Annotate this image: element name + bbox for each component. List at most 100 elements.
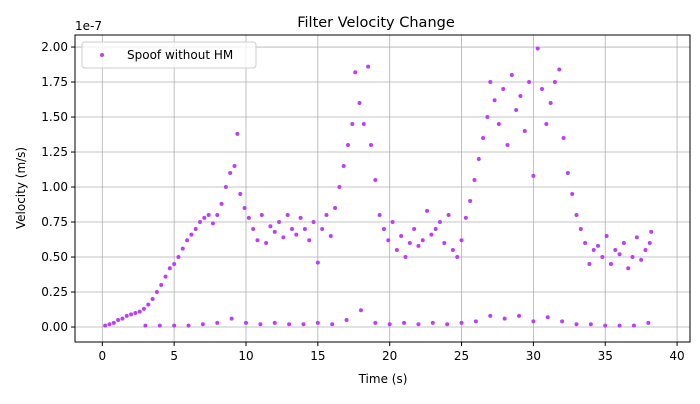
y-tick-label: 1.50 xyxy=(41,110,68,124)
point xyxy=(219,201,224,206)
point xyxy=(574,213,579,218)
point xyxy=(238,192,243,197)
point xyxy=(215,320,220,325)
point xyxy=(643,248,648,253)
point xyxy=(251,227,256,232)
point xyxy=(560,319,565,324)
point xyxy=(412,227,417,232)
point xyxy=(387,322,392,327)
point xyxy=(185,238,190,243)
point xyxy=(381,227,386,232)
point xyxy=(172,262,177,267)
point xyxy=(390,220,395,225)
point xyxy=(588,322,593,327)
point xyxy=(193,227,198,232)
point xyxy=(366,64,371,69)
point xyxy=(455,255,460,260)
point xyxy=(437,220,442,225)
point xyxy=(509,73,514,78)
point xyxy=(116,318,121,323)
point xyxy=(333,206,338,211)
point xyxy=(557,67,562,72)
point xyxy=(176,255,181,260)
point xyxy=(315,320,320,325)
point xyxy=(459,320,464,325)
point xyxy=(210,221,215,226)
point xyxy=(535,46,540,51)
x-axis-label: Time (s) xyxy=(358,372,408,386)
x-tick-label: 35 xyxy=(598,349,613,363)
point xyxy=(259,213,264,218)
point xyxy=(258,322,263,327)
y-tick-label: 2.00 xyxy=(41,40,68,54)
point xyxy=(399,234,404,239)
point xyxy=(129,312,134,317)
point xyxy=(350,122,355,127)
point xyxy=(358,308,363,313)
point xyxy=(463,215,468,220)
point xyxy=(189,232,194,237)
point xyxy=(574,322,579,327)
point xyxy=(167,266,172,271)
point xyxy=(330,322,335,327)
point xyxy=(634,235,639,240)
point xyxy=(377,213,382,218)
y-tick-label: 1.25 xyxy=(41,145,68,159)
point xyxy=(548,101,553,106)
y-axis-label: Velocity (m/s) xyxy=(14,147,28,229)
point xyxy=(320,227,325,232)
point xyxy=(107,322,112,327)
point xyxy=(120,316,125,321)
point xyxy=(133,311,138,316)
point xyxy=(324,213,329,218)
y-tick-label: 1.00 xyxy=(41,180,68,194)
point xyxy=(604,234,609,239)
point xyxy=(442,241,447,246)
point xyxy=(416,243,421,248)
legend-box xyxy=(81,41,257,69)
point xyxy=(146,302,151,307)
point xyxy=(111,320,116,325)
point xyxy=(232,164,237,169)
point xyxy=(407,241,412,246)
point xyxy=(472,178,477,183)
point xyxy=(206,213,211,218)
point xyxy=(394,248,399,253)
point xyxy=(154,290,159,295)
point xyxy=(328,234,333,239)
point xyxy=(311,220,316,225)
x-tick-label: 25 xyxy=(454,349,469,363)
point xyxy=(578,227,583,232)
point xyxy=(481,136,486,141)
point xyxy=(386,238,391,243)
point xyxy=(298,215,303,220)
point xyxy=(281,235,286,240)
point xyxy=(369,143,374,148)
point xyxy=(361,122,366,127)
point xyxy=(315,260,320,265)
point xyxy=(430,320,435,325)
point xyxy=(514,108,519,113)
point xyxy=(473,319,478,324)
point xyxy=(621,241,626,246)
point xyxy=(373,178,378,183)
legend-label: Spoof without HM xyxy=(127,48,233,62)
point xyxy=(285,213,290,218)
point xyxy=(344,318,349,323)
chart-title: Filter Velocity Change xyxy=(297,15,455,31)
point xyxy=(518,94,523,99)
x-tick-label: 0 xyxy=(98,349,106,363)
point xyxy=(420,238,425,243)
point xyxy=(600,255,605,260)
point xyxy=(163,274,168,279)
point xyxy=(445,322,450,327)
point xyxy=(229,316,234,321)
point xyxy=(522,129,527,134)
point xyxy=(246,215,251,220)
point xyxy=(200,322,205,327)
point xyxy=(307,238,312,243)
x-tick-label: 10 xyxy=(238,349,253,363)
point xyxy=(501,87,506,92)
point xyxy=(124,313,129,318)
point xyxy=(617,252,622,257)
